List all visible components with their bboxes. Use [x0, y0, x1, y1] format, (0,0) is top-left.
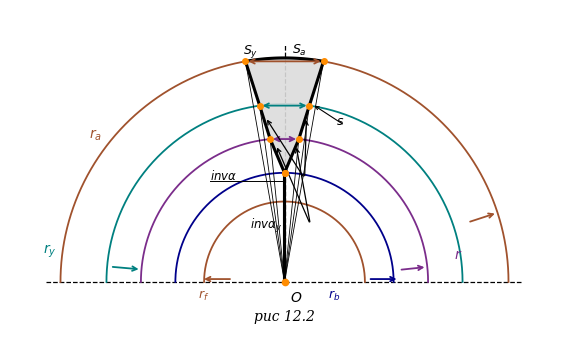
- Text: $s$: $s$: [336, 116, 344, 128]
- Text: $O$: $O$: [290, 291, 303, 305]
- Text: $S_y$: $S_y$: [243, 43, 258, 60]
- Text: $\mathit{inv\alpha_y}$: $\mathit{inv\alpha_y}$: [250, 217, 282, 235]
- Text: $r_b$: $r_b$: [328, 289, 340, 303]
- Text: $r_f$: $r_f$: [199, 289, 209, 303]
- Text: $r_y$: $r_y$: [43, 242, 57, 259]
- Polygon shape: [245, 58, 324, 282]
- Text: $r_a$: $r_a$: [89, 127, 102, 143]
- Text: $\mathit{inv\alpha}$: $\mathit{inv\alpha}$: [210, 169, 237, 183]
- Text: $S_a$: $S_a$: [292, 42, 306, 58]
- Text: $r$: $r$: [454, 248, 463, 262]
- Text: рис 12.2: рис 12.2: [254, 310, 315, 324]
